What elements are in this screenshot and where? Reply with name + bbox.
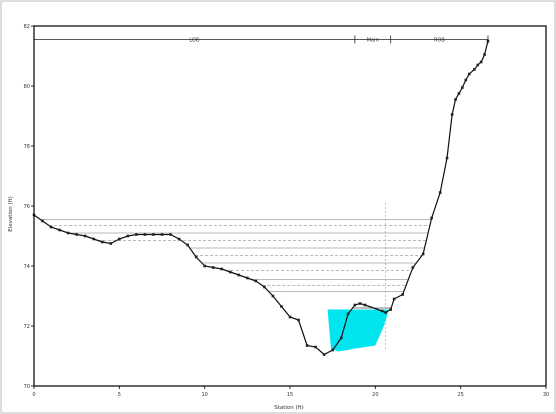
axes: 0 5 10 15 20 25 30 70 72 74 76 78 80 82 [24, 24, 550, 398]
ground-line [33, 40, 489, 356]
ground-point [421, 252, 425, 256]
ground-point [486, 39, 490, 43]
ground-point [194, 255, 198, 259]
ground-point [401, 293, 404, 296]
ground-point [346, 312, 350, 316]
ground-point [358, 302, 362, 305]
reach-label: ROB [434, 38, 445, 44]
y-tick-label: 80 [24, 84, 30, 90]
ground-point [135, 233, 138, 236]
ground-point [126, 234, 130, 238]
ground-point [186, 243, 189, 247]
ground-point [211, 266, 215, 269]
ground-point [280, 305, 283, 308]
ground-point [83, 234, 87, 238]
ground-point [297, 318, 300, 322]
y-tick-label: 76 [24, 204, 30, 210]
water-fill [327, 309, 389, 352]
ground-point [479, 60, 483, 64]
ground-point [66, 231, 70, 235]
x-tick-label: 0 [32, 392, 35, 398]
ground-point [220, 267, 224, 271]
ground-point [246, 276, 249, 280]
y-tick-label: 74 [24, 264, 30, 270]
ground-point [322, 353, 326, 356]
ground-point [152, 233, 155, 236]
y-tick-label: 72 [24, 324, 30, 330]
ground-point [109, 242, 113, 245]
ground-point [473, 68, 476, 71]
ground-point [237, 273, 241, 277]
x-tick-label: 10 [201, 392, 207, 398]
reach-label: Main [367, 38, 379, 44]
ground-point [438, 191, 442, 194]
ground-point [41, 219, 44, 223]
ground-point [331, 348, 334, 352]
ground-point [411, 266, 415, 269]
x-tick-label: 5 [118, 392, 121, 398]
ground-point [305, 344, 309, 347]
x-tick-label: 30 [543, 392, 549, 398]
ground-point [75, 233, 78, 236]
x-tick-label: 20 [372, 392, 378, 398]
x-axis-label: Station (ft) [274, 405, 304, 411]
ground-point [483, 53, 486, 56]
water-layer [327, 309, 389, 352]
ground-point [203, 264, 206, 268]
ground-point [143, 233, 147, 236]
ground-point [314, 345, 317, 349]
x-tick-label: 15 [287, 392, 293, 398]
ground-point [271, 294, 275, 298]
ground-point [363, 303, 367, 307]
ground-point [288, 315, 292, 319]
ground-point [461, 86, 464, 89]
y-tick-label: 82 [24, 24, 30, 30]
ground-point [254, 279, 258, 283]
ground-point [384, 311, 387, 314]
ground-point [100, 240, 104, 244]
ground-point [380, 309, 384, 313]
ground-point [454, 98, 457, 101]
ground-point [177, 237, 181, 241]
ground-profile [32, 39, 490, 356]
ground-point [228, 270, 232, 274]
ground-point [392, 297, 396, 301]
ground-point [339, 336, 343, 340]
ground-point [389, 308, 392, 311]
ground-point [92, 237, 96, 241]
ground-point [467, 72, 471, 76]
ground-point [457, 92, 461, 95]
ground-point [464, 78, 468, 82]
x-tick-label: 25 [457, 392, 463, 398]
y-tick-label: 70 [24, 384, 30, 390]
ground-point [160, 233, 164, 236]
water-surface-lines [40, 203, 432, 350]
ground-point [118, 237, 121, 241]
ground-point [263, 285, 266, 289]
y-tick-label: 78 [24, 144, 30, 150]
y-axis-label: Elevation (ft) [8, 196, 14, 232]
ground-point [58, 228, 61, 232]
ground-point [49, 225, 53, 229]
ground-point [430, 216, 433, 220]
ground-point [450, 113, 454, 116]
ground-point [353, 303, 357, 307]
reach-label: LOB [189, 38, 200, 44]
ground-point [169, 233, 172, 236]
ground-point [445, 156, 449, 160]
ground-point [476, 63, 480, 67]
